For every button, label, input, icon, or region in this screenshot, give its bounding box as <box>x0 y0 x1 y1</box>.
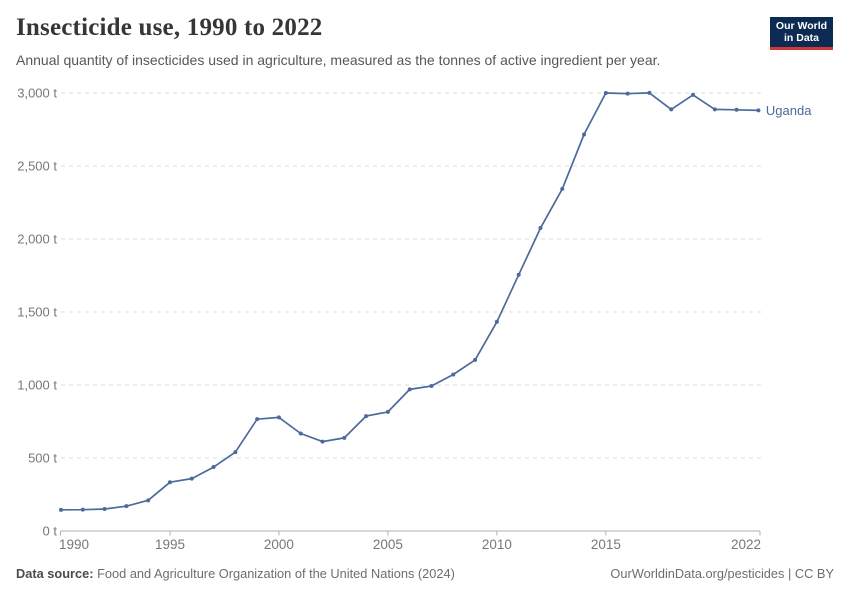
data-point-marker <box>494 319 499 324</box>
chart-footer: Data source: Food and Agriculture Organi… <box>16 566 834 581</box>
data-point-marker <box>342 435 347 440</box>
y-axis-label: 3,000 t <box>17 86 57 101</box>
data-point-marker <box>538 226 543 231</box>
data-point-marker <box>407 387 412 392</box>
datasource-label: Data source: <box>16 566 94 581</box>
data-point-marker <box>320 439 325 444</box>
data-point-marker <box>756 108 761 113</box>
data-point-marker <box>712 107 717 112</box>
data-point-marker <box>734 107 739 112</box>
data-point-marker <box>691 92 696 97</box>
footer-license-link[interactable]: OurWorldinData.org/pesticides | CC BY <box>610 566 834 581</box>
data-point-marker <box>146 498 151 503</box>
data-point-marker <box>167 480 172 485</box>
x-axis-label: 2022 <box>731 537 761 552</box>
data-point-marker <box>429 384 434 389</box>
data-point-marker <box>124 504 129 509</box>
data-point-marker <box>603 91 608 95</box>
data-point-marker <box>625 91 630 96</box>
x-axis-label: 1995 <box>155 537 185 552</box>
data-point-marker <box>516 272 521 277</box>
y-axis-label: 0 t <box>43 524 58 539</box>
data-point-marker <box>80 507 85 512</box>
data-point-marker <box>473 357 478 362</box>
data-point-marker <box>451 372 456 377</box>
x-axis-label: 2000 <box>264 537 294 552</box>
y-axis-label: 1,000 t <box>17 378 57 393</box>
owid-logo-line2: in Data <box>783 32 819 44</box>
data-point-marker <box>255 417 260 422</box>
data-point-marker <box>647 90 652 95</box>
data-point-marker <box>385 409 390 414</box>
data-point-marker <box>582 132 587 137</box>
datasource-text[interactable]: Food and Agriculture Organization of the… <box>97 566 455 581</box>
data-point-marker <box>59 507 63 512</box>
y-axis-label: 2,500 t <box>17 159 57 174</box>
x-axis-label: 2005 <box>373 537 403 552</box>
x-axis-label: 2010 <box>482 537 512 552</box>
x-axis-label: 2015 <box>591 537 621 552</box>
data-point-marker <box>189 476 194 481</box>
page-title: Insecticide use, 1990 to 2022 <box>16 14 323 41</box>
x-axis-label: 1990 <box>59 537 89 552</box>
data-point-marker <box>276 415 281 420</box>
data-point-marker <box>102 506 107 511</box>
series-end-label-uganda[interactable]: Uganda <box>766 103 812 118</box>
data-point-marker <box>298 431 303 436</box>
owid-logo[interactable]: Our World in Data <box>770 17 833 50</box>
data-point-marker <box>364 414 369 419</box>
data-point-marker <box>233 450 238 455</box>
data-point-marker <box>211 465 216 470</box>
y-axis-label: 500 t <box>28 451 57 466</box>
y-axis-label: 2,000 t <box>17 232 57 247</box>
series-line-uganda[interactable] <box>60 92 760 511</box>
owid-logo-line1: Our World <box>775 20 828 32</box>
page-subtitle: Annual quantity of insecticides used in … <box>16 52 661 68</box>
footer-datasource: Data source: Food and Agriculture Organi… <box>16 566 455 581</box>
data-point-marker <box>669 107 674 112</box>
y-axis-label: 1,500 t <box>17 305 57 320</box>
data-point-marker <box>560 186 565 191</box>
